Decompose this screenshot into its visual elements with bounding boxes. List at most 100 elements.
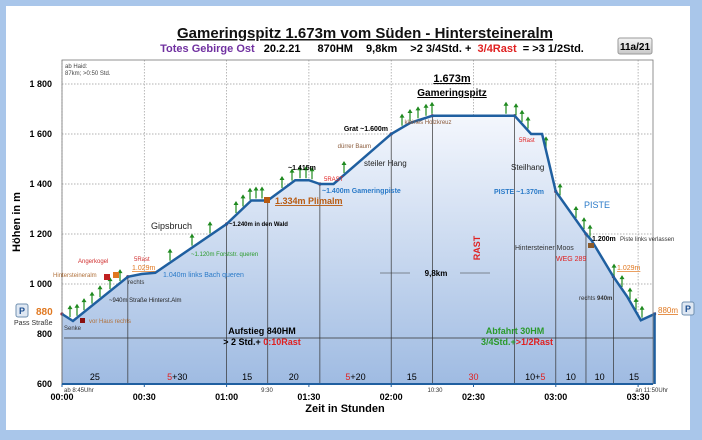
- time-930: 9:30: [261, 388, 273, 394]
- x-tick-label: 02:00: [380, 392, 403, 402]
- vor-haus-label: vor Haus rechts: [89, 319, 131, 325]
- x-ticks: 00:00 00:30 01:00 01:30 02:00 02:30 03:00 03:30: [50, 384, 650, 402]
- segment-time-label: 5+30: [167, 372, 187, 382]
- weg-label: WEG 289: [556, 256, 586, 263]
- hut-icon: [104, 274, 110, 280]
- segment-walk-time: 20: [289, 372, 299, 382]
- tree-icon-top: [587, 224, 593, 229]
- rast-vertical-label: RAST: [472, 235, 482, 260]
- x-tick-label: 01:00: [215, 392, 238, 402]
- tree-icon-top: [97, 285, 103, 290]
- piste-verlassen-label: Piste links verlassen: [620, 237, 674, 243]
- segment-time-label: 15: [242, 372, 252, 382]
- info-top: ab Haid:: [65, 64, 88, 70]
- tree-icon-top: [513, 103, 519, 108]
- segment-time-label: 15: [629, 372, 639, 382]
- moos-label: Hintersteiner Moos: [515, 245, 574, 252]
- steilhang-label: Steilhang: [511, 163, 544, 172]
- holzkreuz-label: kleines Holzkreuz: [404, 120, 451, 126]
- tree-icon-top: [611, 263, 617, 268]
- segment-time-label: 20: [289, 372, 299, 382]
- subtitle-rest: 3/4Rast: [478, 43, 517, 55]
- tree-icon-top: [503, 101, 509, 106]
- strasse-label: ~940m Straße Hinterst.Alm: [109, 298, 182, 304]
- chart-title: Gameringspitz 1.673m vom Süden - Hinters…: [177, 25, 553, 42]
- aufstieg-time-text: > 2 Std.+: [223, 337, 263, 347]
- rechts940-b: 940m: [597, 296, 612, 302]
- steiler-hang-label: steiler Hang: [364, 159, 407, 168]
- tour-badge-label: 11a/21: [620, 42, 650, 53]
- tree-icon-top: [557, 183, 563, 188]
- forststr-label: ~1.120m Forststr. queren: [191, 252, 258, 258]
- tree-icon-top: [627, 287, 633, 292]
- x-tick-label: 00:30: [133, 392, 156, 402]
- tree-icon-top: [253, 186, 259, 191]
- segment-walk-time: 10: [566, 372, 576, 382]
- start-time: ab 8:45Uhr: [64, 388, 94, 394]
- tree-icon-top: [407, 108, 413, 113]
- profile-line: [61, 114, 656, 384]
- segment-rest-time: 5: [540, 372, 545, 382]
- subtitle-hm: 870HM: [318, 43, 353, 55]
- y-tick-label: 1 800: [29, 79, 52, 89]
- tree-icon-top: [67, 305, 73, 310]
- tree-icon-top: [423, 103, 429, 108]
- segment-walk-time: +30: [172, 372, 187, 382]
- segment-time-label: 25: [90, 372, 100, 382]
- subtitle-date: 20.2.21: [264, 43, 301, 55]
- aufstieg-rest-text: 0:10Rast: [263, 337, 301, 347]
- tour-badge: [617, 37, 653, 55]
- segment-walk-time: 10: [595, 372, 605, 382]
- tree-icon-top: [341, 160, 347, 165]
- tree-icon-top: [233, 201, 239, 206]
- h1029-b-label: 1.029m: [617, 265, 641, 272]
- subtitle-total: = >3 1/2Std.: [523, 43, 584, 55]
- tree-icon-top: [581, 217, 587, 222]
- y-tick-label: 600: [37, 379, 52, 389]
- segment-time-label: 10: [566, 372, 576, 382]
- y-tick-label: 1 000: [29, 279, 52, 289]
- subtitle-distance: 9,8km: [366, 43, 397, 55]
- duerrer-baum-label: dürrer Baum: [338, 144, 371, 150]
- y-axis-title: Höhen in m: [11, 192, 23, 252]
- tree-icon-top: [543, 136, 549, 141]
- tree-icon-top: [303, 166, 309, 171]
- segment-labels: 25 5+30 15 20 5+20 15 30 10+5 10 10 15: [90, 372, 639, 382]
- profile-area: [62, 115, 655, 384]
- h1200-label: 1.200m: [592, 236, 616, 243]
- segment-walk-time: 15: [629, 372, 639, 382]
- tree-icon-top: [573, 205, 579, 210]
- parking-letter: P: [19, 306, 25, 316]
- peak-height: 1.673m: [433, 73, 471, 85]
- plimalm-label: 1.334m Plimalm: [275, 196, 343, 206]
- segment-walk-time: +20: [350, 372, 365, 382]
- rast5-a: 5RAST: [324, 177, 344, 183]
- y-ticks: 600 800 1 000 1 200 1 400 1 600 1 800: [29, 79, 52, 389]
- abfahrt-time-text: 3/4Std.+: [481, 337, 516, 347]
- wald-label: ~1.240m in den Wald: [229, 222, 288, 228]
- segment-rest-time: 5: [345, 372, 350, 382]
- segment-rest-time: 5: [167, 372, 172, 382]
- end-time: an 11:50Uhr: [635, 388, 668, 394]
- segment-time-label: 5+20: [345, 372, 365, 382]
- tree-icon-top: [207, 221, 213, 226]
- subtitle-time: >2 3/4Std. +: [410, 43, 471, 55]
- angerkogel-label: Angerkogel: [78, 259, 108, 265]
- tree-icon-top: [619, 275, 625, 280]
- tree-icon-top: [429, 101, 435, 106]
- senke-label: Senke: [64, 326, 82, 332]
- x-tick-label: 01:30: [297, 392, 320, 402]
- tree-icon-top: [89, 291, 95, 296]
- y-tick-label: 800: [37, 329, 52, 339]
- abfahrt-rest-text: >1/2Rast: [516, 337, 553, 347]
- segment-walk-time: 25: [90, 372, 100, 382]
- moos-hut-icon: [588, 243, 594, 248]
- aufstieg-label: Aufstieg 840HM: [228, 326, 296, 336]
- tree-icon-top: [519, 109, 525, 114]
- gipsbruch-label: Gipsbruch: [151, 221, 192, 231]
- x-tick-label: 00:00: [50, 392, 73, 402]
- hintersteineralm-label: Hintersteineralm: [53, 273, 97, 279]
- x-axis-title: Zeit in Stunden: [305, 403, 385, 415]
